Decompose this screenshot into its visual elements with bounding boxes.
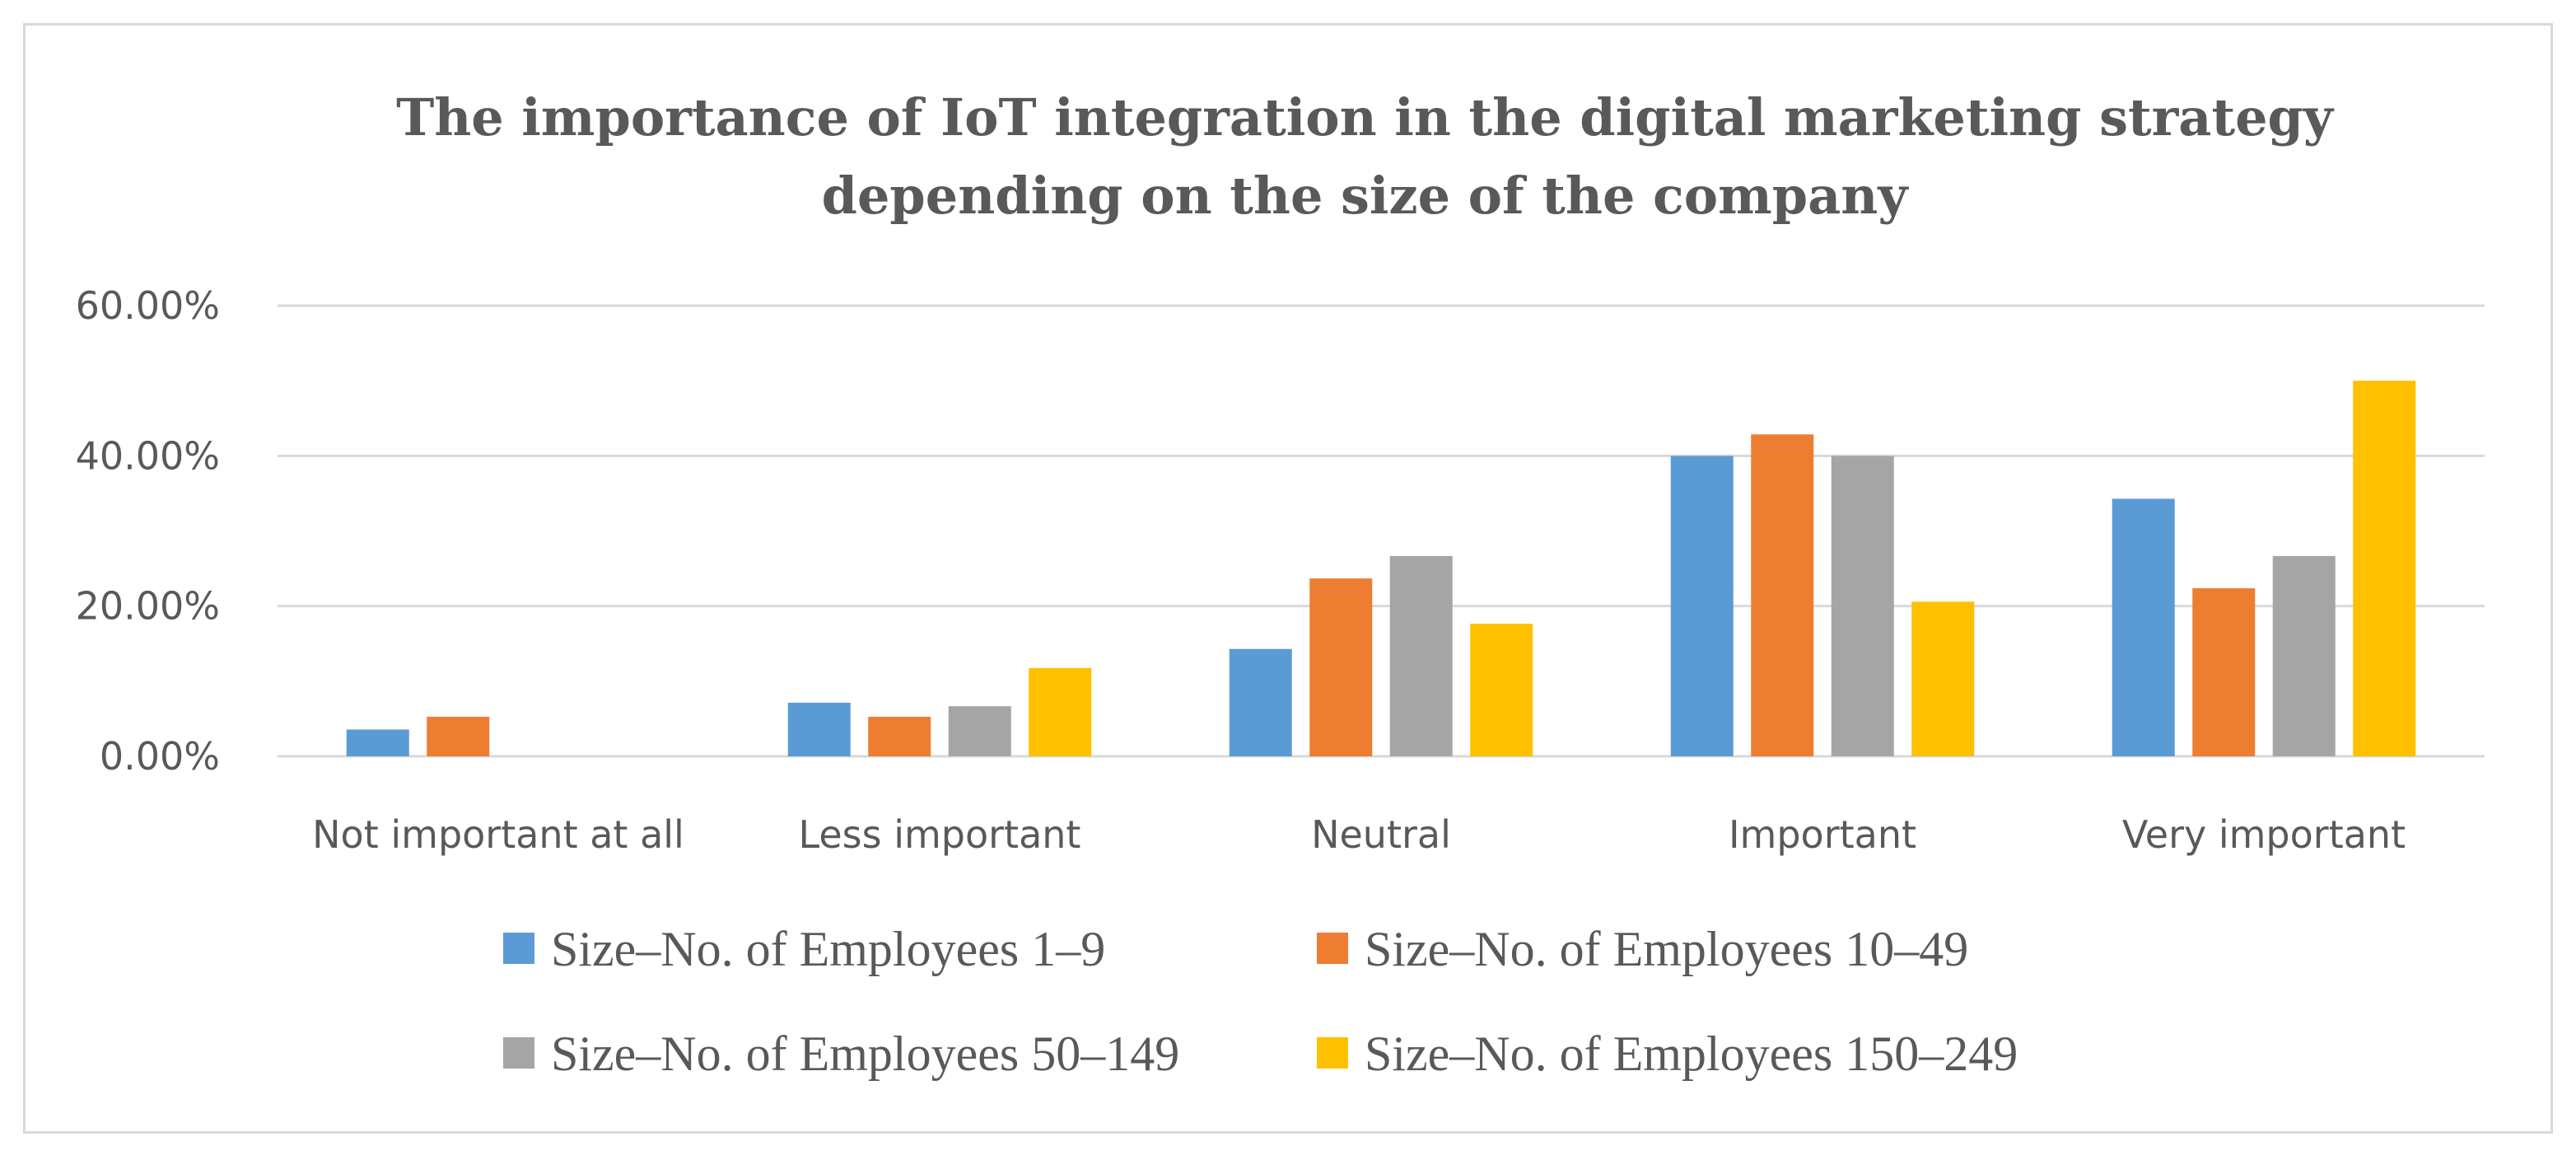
x-axis-category-labels: Not important at all Less important Neutra…: [312, 812, 2406, 857]
bar: [2273, 556, 2336, 756]
y-tick-label: 0.00%: [100, 734, 220, 779]
x-category-label: Important: [1729, 812, 1916, 857]
x-category-label: Very important: [2122, 812, 2406, 857]
bar: [2192, 588, 2255, 756]
bar: [2112, 498, 2175, 756]
chart-title-line-1: The importance of IoT integration in the…: [396, 87, 2335, 147]
x-category-label: Less important: [799, 812, 1081, 857]
y-axis-tick-labels: 0.00% 20.00% 40.00% 60.00%: [76, 283, 220, 779]
bar: [1832, 456, 1894, 756]
bar: [1671, 456, 1734, 756]
legend-label: Size–No. of Employees 50–149: [551, 1027, 1179, 1081]
bar: [949, 706, 1011, 756]
chart-frame: The importance of IoT integration in the…: [23, 23, 2553, 1134]
bar: [1309, 578, 1372, 756]
chart-title-line-2: depending on the size of the company: [822, 166, 1910, 226]
bar: [1751, 434, 1813, 756]
bar: [1390, 556, 1453, 756]
x-category-label: Neutral: [1311, 812, 1451, 857]
bar: [788, 703, 851, 756]
legend-label: Size–No. of Employees 150–249: [1365, 1027, 2018, 1081]
bar: [1911, 601, 1974, 756]
y-tick-label: 60.00%: [76, 283, 220, 328]
legend-swatch: [503, 933, 534, 964]
legend: Size–No. of Employees 1–9 Size–No. of Emp…: [503, 922, 2018, 1081]
x-category-label: Not important at all: [312, 812, 684, 857]
y-tick-label: 40.00%: [76, 433, 220, 478]
legend-swatch: [503, 1037, 534, 1069]
bar: [1029, 668, 1091, 756]
legend-label: Size–No. of Employees 10–49: [1365, 922, 1968, 976]
bars: [347, 381, 2416, 756]
bar: [427, 717, 489, 756]
chart-svg: The importance of IoT integration in the…: [26, 26, 2555, 1136]
bar: [347, 729, 409, 756]
bar: [868, 717, 931, 756]
y-tick-label: 20.00%: [76, 584, 220, 629]
chart-title: The importance of IoT integration in the…: [396, 87, 2335, 226]
bar: [2353, 381, 2415, 756]
bar: [1470, 624, 1533, 756]
legend-swatch: [1317, 933, 1348, 964]
legend-swatch: [1317, 1037, 1348, 1069]
legend-label: Size–No. of Employees 1–9: [551, 922, 1105, 976]
bar: [1230, 649, 1292, 756]
